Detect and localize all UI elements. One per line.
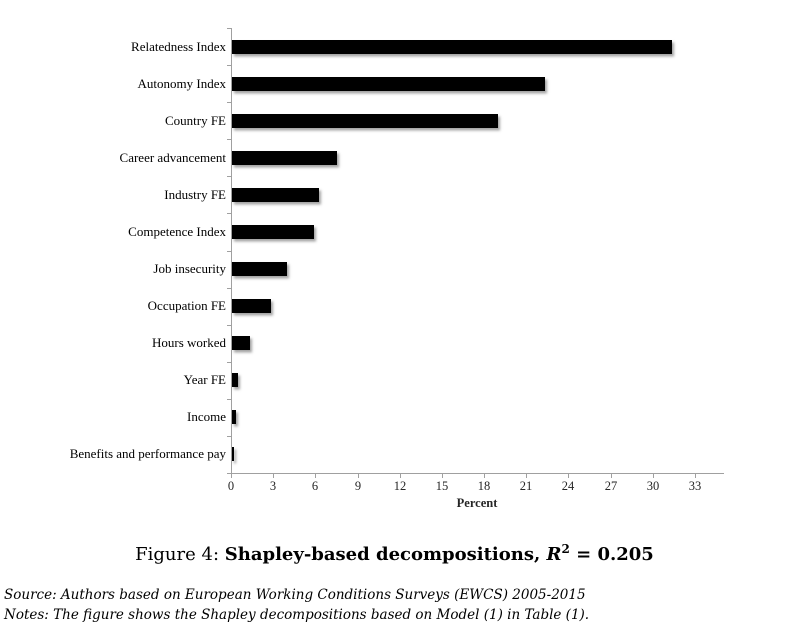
figure-caption: Figure 4: Shapley-based decompositions, … [0,542,789,565]
category-axis-tick [227,139,231,140]
category-axis-tick [227,102,231,103]
bar [232,76,546,91]
caption-r-value: = 0.205 [569,544,654,565]
value-axis-tick-label: 0 [227,479,235,493]
x-axis-title: Percent [456,496,498,510]
category-axis-tick [227,28,231,29]
caption-r-exponent: 2 [561,542,570,556]
bar [232,373,238,388]
value-axis-tick-label: 18 [477,479,491,493]
bar [232,39,672,54]
bar [232,113,498,128]
value-axis-tick-label: 15 [435,479,449,493]
value-axis-tick [695,474,696,478]
notes-line: Notes: The figure shows the Shapley deco… [4,607,590,623]
category-axis-line [231,28,232,474]
bar [232,410,237,425]
value-axis-tick-label: 3 [269,479,277,493]
category-label: Career advancement [119,149,226,165]
caption-figure-number: Figure 4: [135,544,225,565]
bar [232,224,314,239]
shapley-bar-chart: Relatedness Index Autonomy Index Country F… [69,28,724,510]
value-axis-tick-label: 24 [561,479,575,493]
value-axis-tick [315,474,316,478]
value-axis-tick [358,474,359,478]
bar [232,187,320,202]
category-axis-tick [227,251,231,252]
value-axis-tick [273,474,274,478]
bar [232,336,251,351]
category-axis-tick [227,176,231,177]
value-axis-line [227,473,724,474]
value-axis-tick-label: 27 [604,479,618,493]
category-label: Occupation FE [147,298,226,314]
bar [232,262,287,277]
category-label: Income [187,409,226,425]
value-axis-tick-label: 33 [688,479,702,493]
value-axis-tick [442,474,443,478]
category-axis-tick [227,65,231,66]
category-label: Year FE [183,372,226,388]
category-label: Relatedness Index [131,38,226,54]
value-axis-tick [611,474,612,478]
value-axis-tick-label: 12 [393,479,407,493]
category-label: Benefits and performance pay [69,446,226,462]
value-axis-tick-label: 6 [311,479,319,493]
value-axis-tick-label: 9 [354,479,362,493]
category-label: Country FE [164,112,226,128]
category-label: Autonomy Index [137,75,226,91]
source-line: Source: Authors based on European Workin… [4,587,586,603]
value-axis-tick [231,474,232,478]
value-axis-tick-label: 30 [646,479,660,493]
category-label: Job insecurity [153,261,226,277]
caption-title: Shapley-based decompositions, [224,544,547,565]
value-axis-tick [653,474,654,478]
category-axis-tick [227,436,231,437]
category-axis-tick [227,325,231,326]
figure-footer: Source: Authors based on European Workin… [4,585,704,625]
caption-r-symbol: R [546,544,562,565]
category-label: Competence Index [128,223,226,239]
value-axis-tick-label: 21 [519,479,533,493]
category-axis-tick [227,288,231,289]
category-label: Industry FE [164,186,226,202]
bar [232,150,338,165]
bar [232,299,272,314]
bar [232,447,235,462]
value-axis-tick [400,474,401,478]
value-axis-tick [484,474,485,478]
value-axis-tick [568,474,569,478]
category-axis-tick [227,362,231,363]
category-axis-tick [227,213,231,214]
value-axis-tick [526,474,527,478]
category-axis-tick [227,399,231,400]
category-label: Hours worked [151,335,226,351]
